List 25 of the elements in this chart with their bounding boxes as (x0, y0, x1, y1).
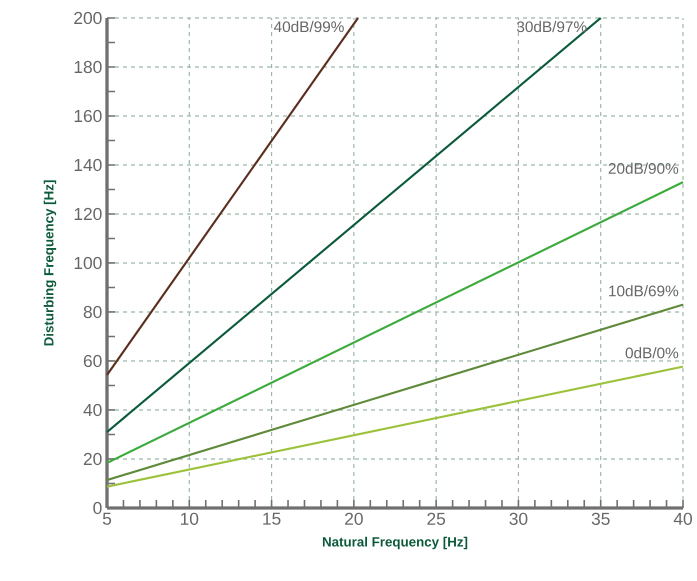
x-tick-label: 30 (509, 512, 528, 525)
y-tick-label: 200 (74, 12, 102, 24)
y-tick-label: 140 (74, 158, 102, 172)
series-label: 20dB/90% (608, 162, 678, 174)
x-tick-label: 5 (102, 512, 112, 525)
series-label: 0dB/0% (626, 347, 678, 358)
y-tick-label: 0 (93, 502, 102, 514)
y-tick-label: 80 (84, 306, 102, 318)
y-tick-label: 160 (74, 110, 102, 122)
y-axis-title: Disturbing Frequency [Hz] (44, 180, 56, 346)
x-tick-label: 25 (427, 512, 446, 525)
y-tick-label: 20 (84, 452, 102, 466)
x-tick-label: 20 (345, 512, 363, 525)
x-tick-label: 15 (263, 512, 280, 525)
x-tick-label: 40 (674, 512, 692, 525)
y-tick-label: 120 (74, 208, 102, 220)
x-tick-label: 10 (180, 512, 198, 525)
y-tick-label: 60 (84, 354, 102, 368)
x-tick-label: 35 (592, 512, 610, 525)
y-tick-label: 40 (83, 404, 102, 416)
y-tick-label: 180 (74, 60, 102, 74)
series-label: 40dB/99% (274, 20, 344, 32)
series-label: 10dB/69% (609, 285, 678, 296)
x-axis-title: Natural Frequency [Hz] (322, 536, 468, 550)
y-tick-label: 100 (74, 256, 102, 270)
